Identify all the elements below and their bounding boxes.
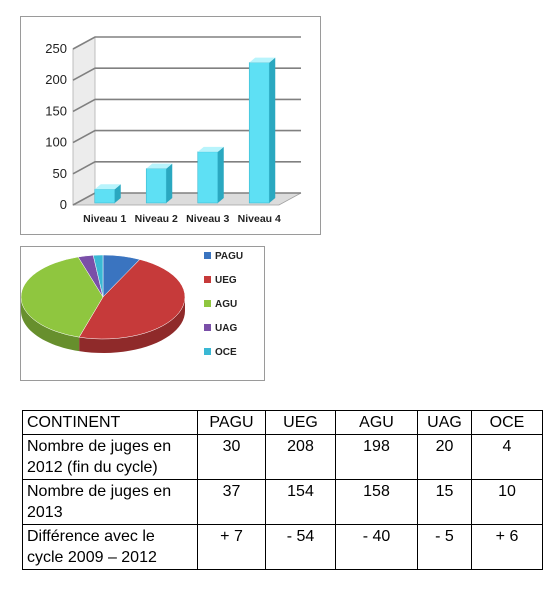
header-continent: CONTINENT [22,410,198,435]
row-label: Différence avec le cycle 2009 – 2012 [22,524,198,570]
cell-pagu: + 7 [197,524,266,570]
side-wall [72,36,96,206]
legend-label: PAGU [215,251,243,262]
table-header-row: CONTINENT PAGU UEG AGU UAG OCE [22,410,543,435]
y-tick-label: 0 [60,197,67,212]
bar [197,146,224,204]
bar-side [269,57,276,203]
cell-ueg: 208 [265,434,336,480]
cell-uag: - 5 [417,524,472,570]
bar [145,163,173,204]
bar-side [114,184,121,203]
legend-swatch [204,300,211,307]
cell-uag: 15 [417,479,472,525]
bar-front [94,188,116,204]
pie-slice [78,259,186,340]
gridline [72,161,301,175]
table-row: Nombre de juges en 2012 (fin du cycle) 3… [22,434,543,480]
row-label: Nombre de juges en 2013 [22,479,198,525]
judges-table: CONTINENT PAGU UEG AGU UAG OCE Nombre de… [22,410,543,570]
header-pagu: PAGU [197,410,266,435]
header-uag: UAG [417,410,472,435]
x-tick-label: Niveau 3 [186,213,229,225]
row-label: Nombre de juges en 2012 (fin du cycle) [22,434,198,480]
bar-side [166,163,173,203]
bar-top [94,184,121,190]
cell-pagu: 30 [197,434,266,480]
cell-agu: 198 [335,434,418,480]
x-tick-label: Niveau 4 [238,213,281,225]
gridline [72,36,301,50]
cell-agu: - 40 [335,524,418,570]
pie-slice-side [21,297,80,352]
header-ueg: UEG [265,410,336,435]
pie-slice [92,254,104,298]
legend-label: UEG [215,275,237,286]
y-tick-label: 50 [53,166,67,181]
pie-chart-panel: PAGU UEG AGU UAG OCE [20,246,265,381]
bar-chart-panel: 0 50 100 150 200 250 Niveau 1 Niveau 2 Niveau 3 N… [20,16,321,235]
gridline [72,98,301,113]
legend-swatch [204,276,211,283]
table-row: Nombre de juges en 2013 37 154 158 15 10 [22,479,543,525]
header-oce: OCE [471,410,543,435]
cell-ueg: - 54 [265,524,336,570]
cell-agu: 158 [335,479,418,525]
bar-side [217,146,224,203]
gridline [72,129,301,144]
cell-oce: + 6 [471,524,543,570]
legend-label: AGU [215,299,237,310]
gridline [72,67,301,81]
cell-ueg: 154 [265,479,336,525]
legend-label: UAG [215,323,237,334]
cell-oce: 4 [471,434,543,480]
cell-oce: 10 [471,479,543,525]
y-tick-label: 200 [45,72,67,87]
pie-chart: PAGU UEG AGU UAG OCE [20,251,243,358]
bar-top [146,163,173,169]
bar [248,57,276,204]
bar-chart: 0 50 100 150 200 250 Niveau 1 Niveau 2 Niveau 3 N… [45,36,302,225]
x-tick-label: Niveau 1 [83,213,126,225]
legend-label: OCE [215,347,237,358]
y-tick-label: 150 [45,103,67,118]
pie-slice [20,256,104,338]
legend-swatch [204,348,211,355]
bar-front [197,151,219,204]
legend-swatch [204,252,211,259]
legend-swatch [204,324,211,331]
y-tick-label: 100 [45,135,67,150]
bar-front [145,168,167,204]
bar-top [249,57,276,63]
table-row: Différence avec le cycle 2009 – 2012 + 7… [22,524,543,570]
bar [94,184,121,204]
y-tick-label: 250 [45,41,67,56]
bar-front [248,62,270,204]
cell-pagu: 37 [197,479,266,525]
x-tick-label: Niveau 2 [135,213,178,225]
cell-uag: 20 [417,434,472,480]
bar-top [197,146,224,152]
header-agu: AGU [335,410,418,435]
